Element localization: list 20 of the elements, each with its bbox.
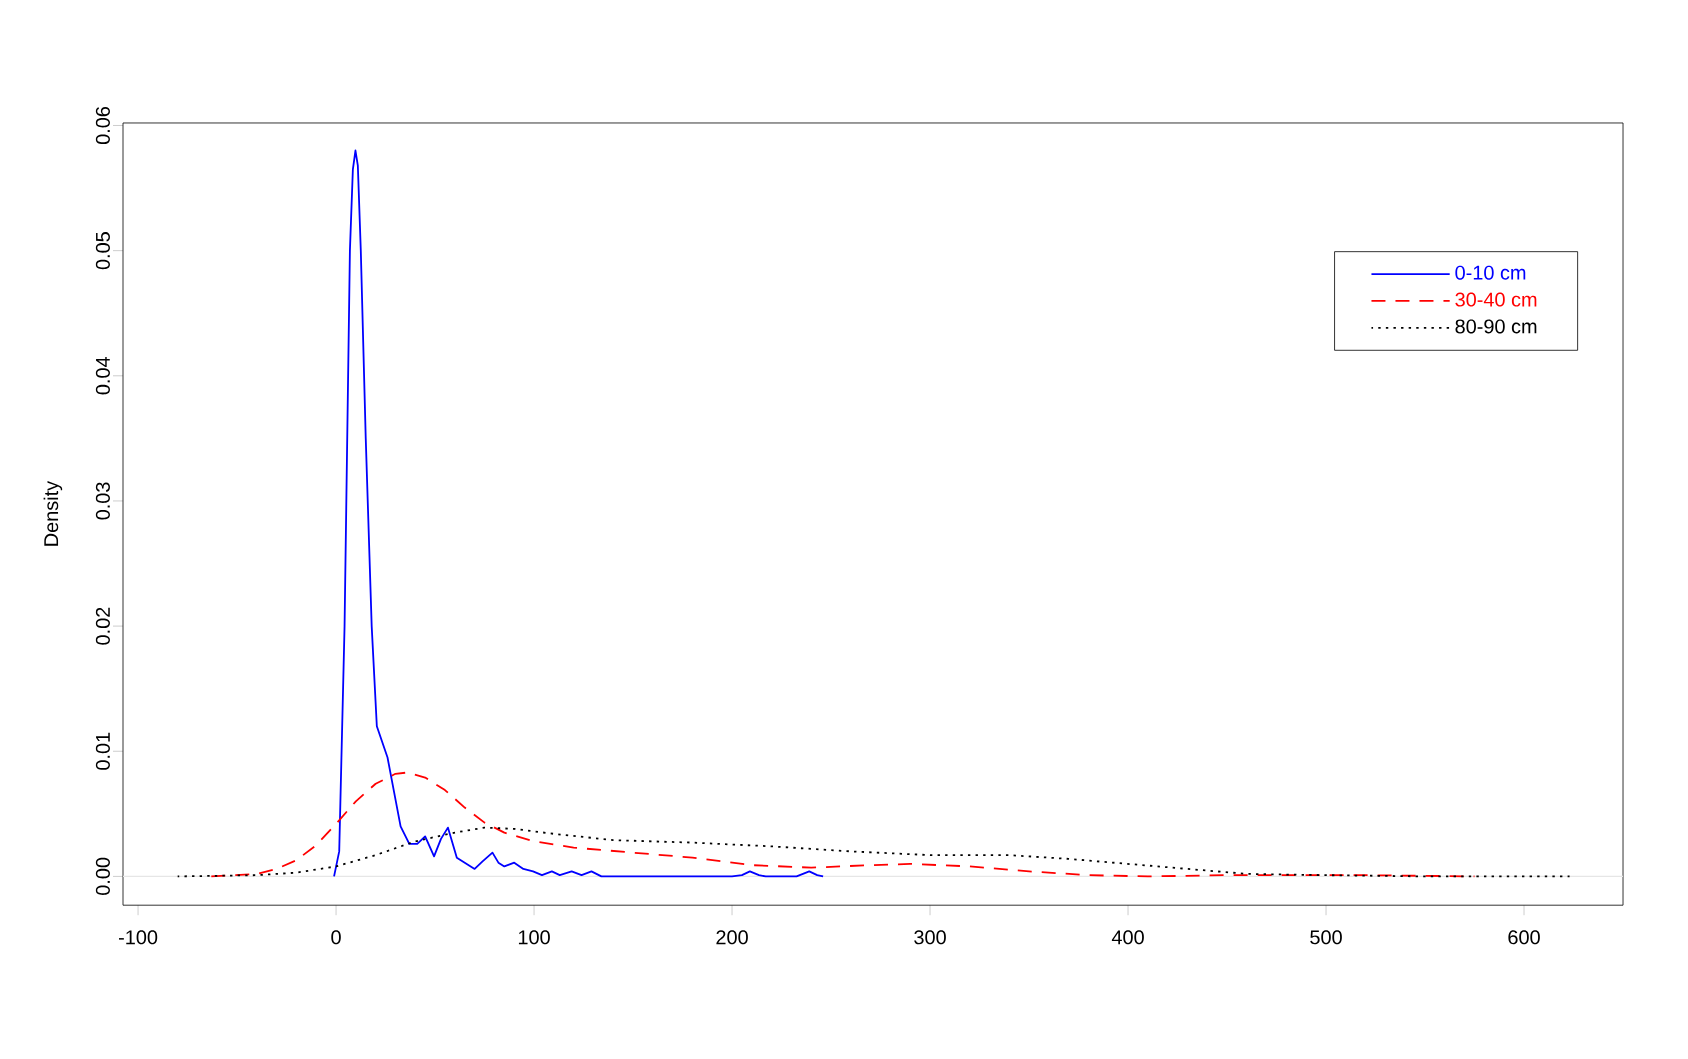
- x-tick-label: 500: [1310, 930, 1342, 945]
- y-axis-title: Density: [43, 480, 63, 546]
- legend-label: 80-90 cm: [1455, 319, 1537, 334]
- y-tick-label: 0.03: [95, 482, 110, 520]
- x-tick-label: 600: [1508, 930, 1540, 945]
- x-tick-label: -100: [118, 930, 158, 945]
- y-tick-label: 0.02: [95, 607, 110, 645]
- y-tick-label: 0.05: [95, 232, 110, 270]
- legend-label: 0-10 cm: [1455, 265, 1526, 280]
- line-series: [333, 149, 825, 878]
- y-tick-label: 0.06: [95, 106, 110, 145]
- legend-label: 30-40 cm: [1455, 292, 1537, 307]
- x-tick-label: 300: [914, 930, 946, 945]
- x-tick-label: 200: [716, 930, 748, 945]
- x-tick-label: 400: [1111, 930, 1144, 945]
- y-tick-label: 0.01: [95, 732, 110, 770]
- y-tick-label: 0.04: [95, 356, 110, 395]
- x-tick-label: 100: [518, 930, 550, 945]
- x-tick-label: 0: [331, 930, 341, 945]
- y-tick-label: 0.00: [95, 857, 110, 896]
